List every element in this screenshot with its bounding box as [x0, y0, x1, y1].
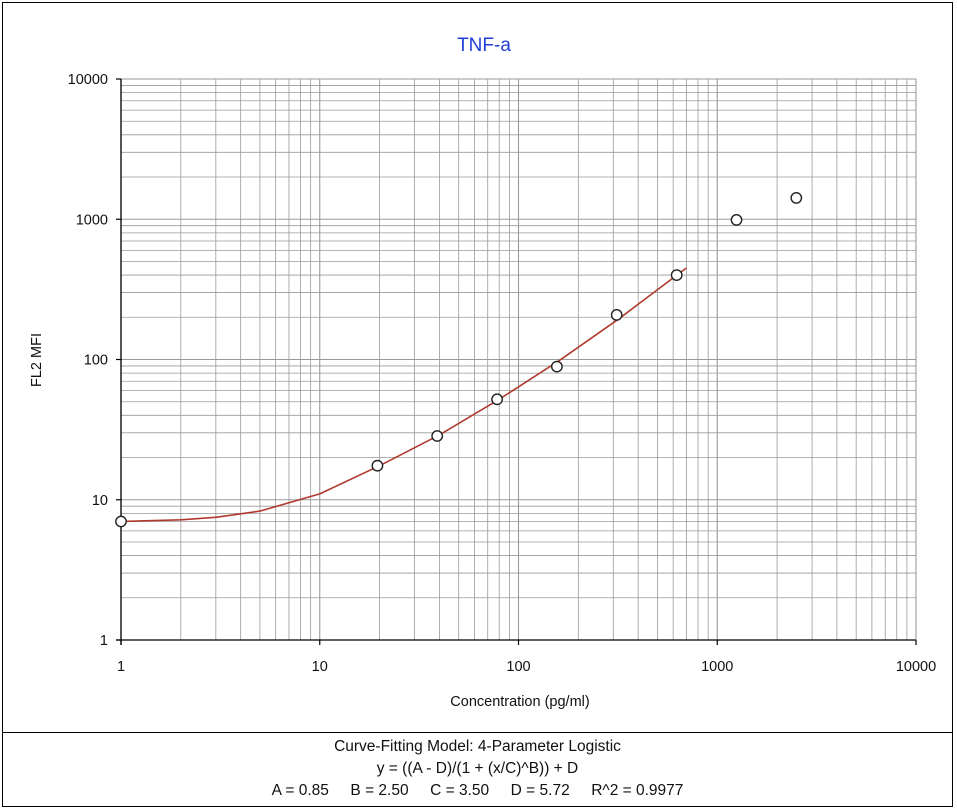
footer-divider [2, 732, 953, 733]
y-tick-label: 10000 [68, 72, 108, 88]
data-point [431, 430, 444, 442]
data-point [790, 191, 803, 204]
axis-ticks: 1 10 100 1000 10000 1 10 100 1000 10000 [68, 72, 936, 675]
model-equation: y = ((A - D)/(1 + (x/C)^B)) + D [376, 760, 579, 777]
data-point [610, 308, 623, 321]
x-tick-label: 1 [117, 659, 125, 675]
data-point [491, 393, 503, 406]
x-tick-label: 10 [312, 659, 328, 675]
data-points [115, 191, 803, 528]
y-tick-label: 1000 [76, 212, 108, 228]
data-point [670, 269, 683, 281]
x-axis-label: Concentration (pg/ml) [450, 694, 589, 710]
y-tick-label: 1 [100, 633, 108, 649]
data-point [371, 459, 384, 472]
model-name: Curve-Fitting Model: 4-Parameter Logisti… [334, 738, 621, 755]
model-parameters: A = 0.85 B = 2.50 C = 3.50 D = 5.72 R^2 … [271, 782, 684, 799]
x-tick-label: 10000 [896, 659, 936, 675]
data-point [551, 360, 563, 373]
x-tick-label: 100 [506, 659, 530, 675]
y-tick-label: 10 [92, 493, 108, 509]
data-point [730, 213, 743, 226]
x-tick-label: 1000 [701, 659, 733, 675]
fit-curve-layer [120, 267, 687, 523]
y-axis-label: FL2 MFI [29, 333, 45, 387]
fit-curve [120, 267, 687, 523]
data-point [115, 515, 127, 528]
chart-title: TNF-a [457, 35, 511, 56]
y-tick-label: 100 [84, 353, 108, 369]
grid [120, 78, 917, 641]
model-footer: Curve-Fitting Model: 4-Parameter Logisti… [2, 736, 953, 802]
